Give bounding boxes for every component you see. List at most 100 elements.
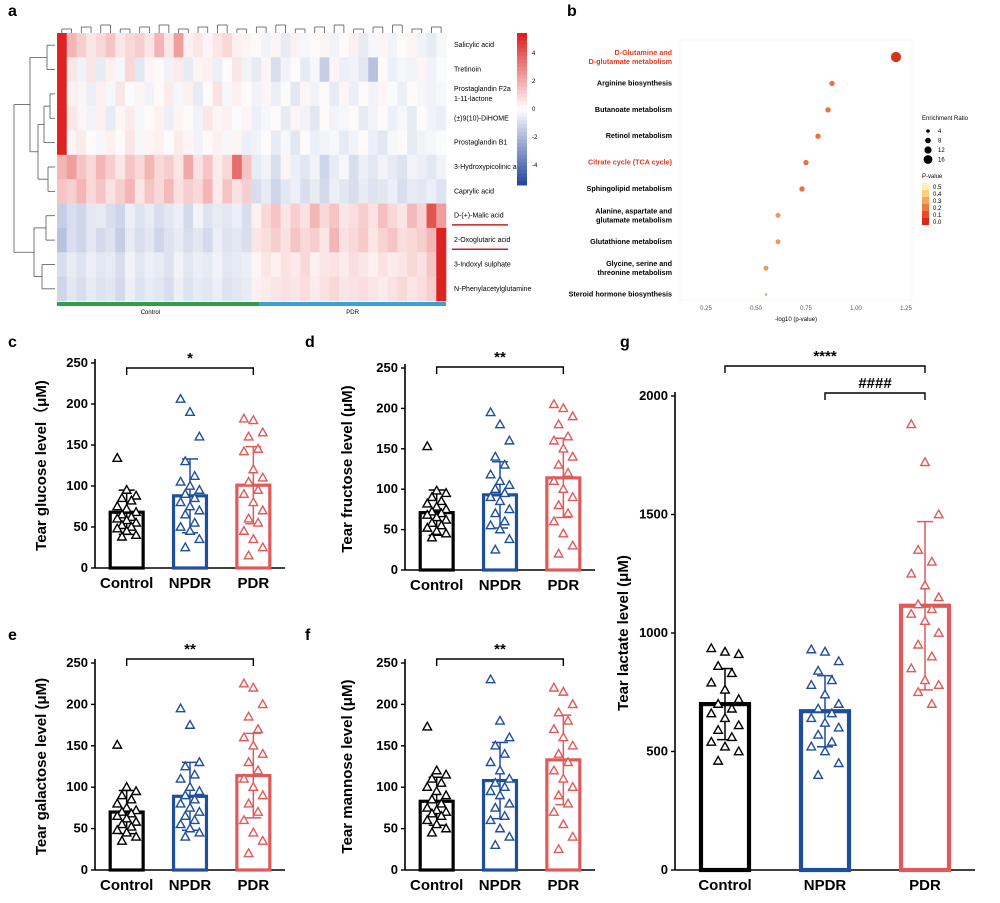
data-point xyxy=(426,772,438,783)
data-point xyxy=(548,434,560,445)
heatmap-cell xyxy=(261,252,272,277)
heatmap-cell xyxy=(154,81,165,107)
significance-label: ** xyxy=(494,349,506,366)
data-point xyxy=(121,801,133,812)
heatmap-cell xyxy=(115,106,126,131)
data-point xyxy=(193,826,205,837)
heatmap-cell xyxy=(426,227,437,253)
heatmap-cell xyxy=(416,203,427,229)
heatmap-cell xyxy=(358,276,369,302)
heatmap-cell xyxy=(407,179,418,204)
y-axis-title: Tear galactose level (μM) xyxy=(33,678,50,855)
x-tick-label: 0.25 xyxy=(700,306,712,312)
heatmap-cell xyxy=(144,81,155,107)
data-point xyxy=(557,483,569,494)
heatmap-cell xyxy=(57,57,68,83)
color-legend-swatch xyxy=(922,211,929,218)
y-tick-label: 50 xyxy=(384,522,398,537)
data-point xyxy=(933,627,945,637)
significance-bracket xyxy=(435,658,565,666)
heatmap-cell xyxy=(397,227,408,253)
colorscale-segment xyxy=(517,90,527,95)
heatmap-cell xyxy=(377,57,388,83)
heatmap-cell xyxy=(251,276,262,302)
heatmap-cell xyxy=(300,130,311,156)
data-point xyxy=(553,789,565,800)
pathway-dot xyxy=(825,107,831,113)
data-point xyxy=(553,499,565,510)
heatmap-cell xyxy=(436,33,447,58)
colorscale-segment xyxy=(517,63,527,68)
pathway-label: Retinol metabolism xyxy=(606,131,672,140)
y-tick-label: 100 xyxy=(376,481,398,496)
heatmap-cell xyxy=(212,203,223,229)
y-tick-label: 100 xyxy=(66,779,88,794)
heatmap-cell xyxy=(358,33,369,58)
heatmap-cell xyxy=(358,81,369,107)
data-point xyxy=(503,830,515,841)
heatmap-cell xyxy=(290,154,301,180)
heatmap-cell xyxy=(329,154,340,180)
heatmap-cell xyxy=(183,57,194,83)
color-legend-swatch xyxy=(922,183,929,190)
data-point xyxy=(247,496,259,507)
heatmap-cell xyxy=(105,154,116,180)
heatmap-cell xyxy=(270,276,281,302)
heatmap-cell xyxy=(57,252,68,277)
data-point xyxy=(193,533,205,544)
colorscale-segment xyxy=(517,97,527,102)
heatmap-cell xyxy=(290,106,301,131)
heatmap-cell xyxy=(319,154,330,180)
heatmap-cell xyxy=(115,81,126,107)
heatmap-cell xyxy=(183,130,194,156)
color-legend-label: 0.1 xyxy=(933,213,942,219)
data-point xyxy=(503,797,515,808)
heatmap-cell xyxy=(339,154,350,180)
data-point xyxy=(833,757,845,768)
x-category-label: PDR xyxy=(237,575,269,592)
y-tick-label: 150 xyxy=(376,738,398,753)
data-point xyxy=(562,756,574,767)
data-point xyxy=(812,769,824,780)
heatmap-cell xyxy=(212,227,223,253)
data-point xyxy=(431,501,443,511)
heatmap-cell xyxy=(270,203,281,229)
data-point xyxy=(238,445,250,456)
data-point xyxy=(426,826,438,837)
data-point xyxy=(805,643,817,654)
significance-bracket xyxy=(824,392,926,400)
data-point xyxy=(175,772,187,783)
color-legend-swatch xyxy=(922,190,929,197)
heatmap-cell xyxy=(368,203,379,229)
data-point xyxy=(435,797,447,808)
x-category-label: Control xyxy=(410,877,463,894)
heatmap-cell xyxy=(163,57,174,83)
heatmap-cell xyxy=(261,33,272,58)
data-point xyxy=(243,710,255,721)
data-point xyxy=(431,804,443,815)
data-point xyxy=(111,522,123,533)
heatmap-cell xyxy=(144,33,155,58)
heatmap-cell xyxy=(212,33,223,58)
data-point xyxy=(121,781,133,792)
colorscale-tick: -4 xyxy=(532,163,538,169)
data-point xyxy=(257,426,269,437)
data-point xyxy=(440,789,452,800)
heatmap-cell xyxy=(426,33,437,58)
heatmap-cell xyxy=(163,154,174,180)
heatmap-cell xyxy=(416,227,427,253)
heatmap-cell xyxy=(339,252,350,277)
heatmap-cell xyxy=(368,276,379,302)
y-tick-label: 1500 xyxy=(639,507,668,522)
data-point xyxy=(548,723,560,734)
heatmap-cell xyxy=(173,106,184,131)
heatmap-cell xyxy=(377,252,388,277)
size-legend-label: 4 xyxy=(938,129,942,135)
heatmap-cell xyxy=(105,106,116,131)
heatmap-cell xyxy=(241,106,252,131)
data-point xyxy=(252,723,264,734)
heatmap-cell xyxy=(319,33,330,58)
color-legend-swatch xyxy=(922,204,929,211)
heatmap-cell xyxy=(134,227,145,253)
heatmap-cell xyxy=(280,81,291,107)
